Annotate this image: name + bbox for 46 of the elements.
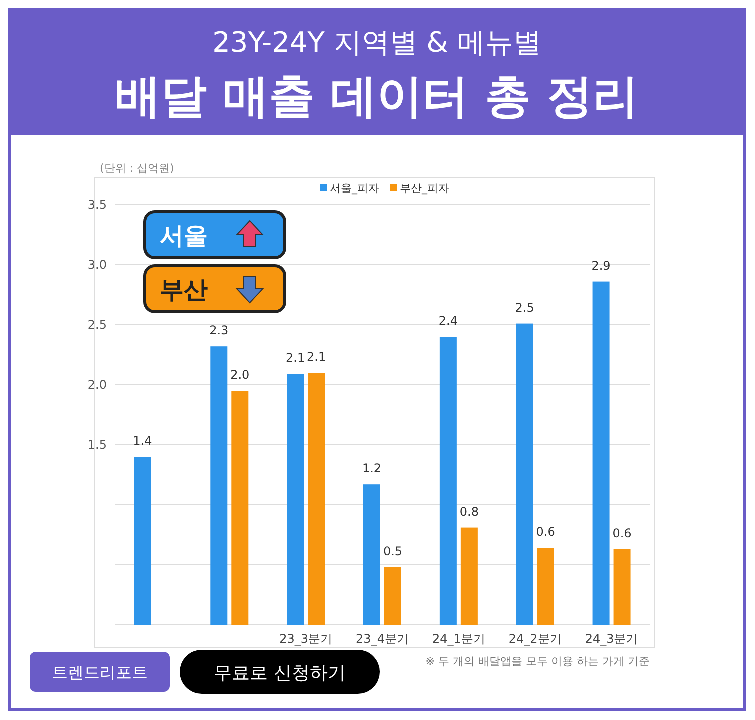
data-label: 2.3 bbox=[210, 324, 229, 338]
bar bbox=[592, 282, 610, 625]
data-label: 2.5 bbox=[515, 300, 534, 315]
annotation: 부산 bbox=[160, 276, 208, 304]
bar bbox=[516, 324, 534, 625]
bar bbox=[134, 457, 152, 625]
bar bbox=[384, 567, 402, 625]
y-tick-label: 2.5 bbox=[88, 318, 107, 332]
bar bbox=[440, 337, 457, 625]
bar bbox=[287, 374, 304, 625]
annotation: 서울 bbox=[160, 222, 208, 250]
card: 트렌드리포트 bbox=[30, 652, 170, 692]
bar bbox=[364, 484, 380, 625]
button: 무료로 신청하기 bbox=[180, 650, 380, 694]
y-tick-label: 3.5 bbox=[88, 198, 107, 212]
data-label: 0.6 bbox=[536, 525, 556, 540]
data-label: 2.1 bbox=[307, 350, 326, 364]
text: ※ 두 개의 배달앱을 모두 이용 하는 가게 기준 bbox=[426, 655, 650, 668]
data-label: 1.2 bbox=[362, 462, 382, 476]
bar bbox=[460, 528, 478, 625]
bar bbox=[614, 549, 631, 625]
data-label: 1.4 bbox=[133, 434, 152, 448]
x-tick-label: 24_3분기 bbox=[585, 632, 638, 646]
chart-subtitle: 배달 매출 데이터 총 정리 bbox=[114, 69, 640, 123]
data-label: 2.0 bbox=[230, 368, 250, 382]
bar bbox=[232, 391, 249, 625]
data-label: 2.9 bbox=[592, 258, 611, 273]
data-label: 0.5 bbox=[383, 544, 403, 558]
chart-title: 23Y-24Y 지역별 & 메뉴별 bbox=[212, 26, 542, 59]
data-label: 2.1 bbox=[286, 351, 306, 366]
x-tick-label: 24_1분기 bbox=[432, 632, 486, 646]
y-tick-label: 3.0 bbox=[88, 258, 107, 272]
x-tick-label: 23_4분기 bbox=[356, 632, 409, 646]
bar bbox=[308, 373, 326, 625]
y-tick-label: 1.5 bbox=[88, 438, 107, 452]
y-tick-label: 2.0 bbox=[88, 378, 107, 392]
data-label: 0.6 bbox=[612, 526, 632, 540]
x-tick-label: 23_3분기 bbox=[280, 632, 333, 646]
y-axis-title: (단위 : 십억원) bbox=[100, 162, 174, 175]
legend-label: 서울_피자 bbox=[330, 182, 380, 195]
legend-label: 부산_피자 bbox=[400, 182, 450, 195]
x-tick-label: 24_2분기 bbox=[508, 632, 562, 646]
data-label: 2.4 bbox=[438, 314, 458, 328]
bar bbox=[210, 346, 228, 625]
data-label: 0.8 bbox=[460, 504, 479, 519]
bar bbox=[537, 548, 554, 625]
